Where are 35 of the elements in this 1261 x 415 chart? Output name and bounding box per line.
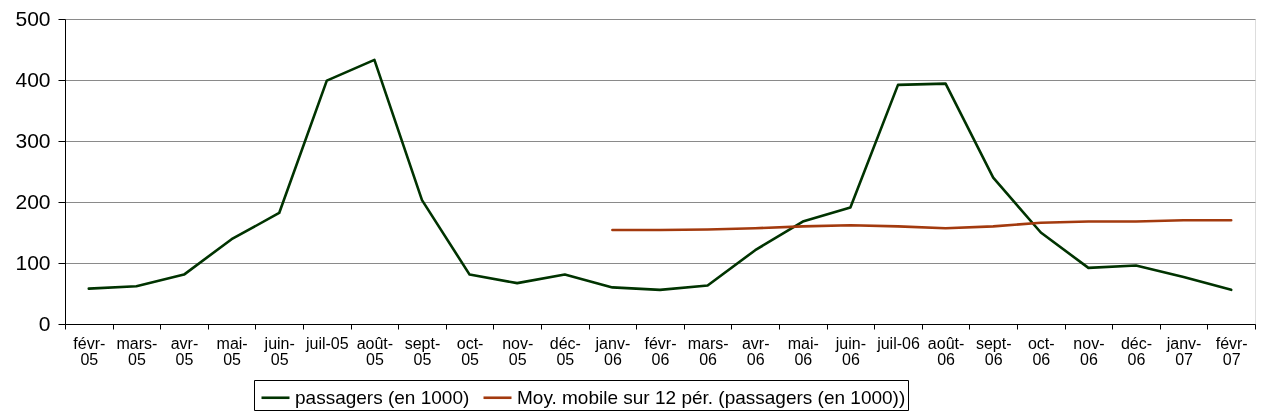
x-tick-label: févr-05 [73,334,106,368]
x-tick-label: juin-06 [834,334,867,368]
x-tick-label: févr-07 [1215,334,1248,368]
y-tick-label: 200 [15,189,51,213]
x-tick-label: mars-05 [116,334,158,368]
y-tick-label: 0 [38,311,51,335]
x-tick-label: mai-06 [787,334,819,368]
x-tick-label: avr-06 [741,334,770,368]
x-tick-label: nov-05 [502,334,534,368]
line-series [87,58,1233,292]
x-tick-label: août-06 [927,334,965,368]
x-tick-label: août-05 [356,334,394,368]
y-tick-label: 400 [15,67,51,91]
x-tick-label: nov-06 [1073,334,1105,368]
x-tick-label: sept-06 [975,334,1012,368]
legend-label: Moy. mobile sur 12 pér. (passagers (en 1000)) [517,386,906,408]
x-tick-label: févr-06 [644,334,677,368]
x-tick-label: mars-06 [687,334,729,368]
legend-label: passagers (en 1000) [295,386,470,408]
x-tick-label: avr-05 [170,334,199,368]
x-tick-label: juin-05 [263,334,295,368]
y-tick-label: 100 [15,250,51,274]
x-tick-label: oct-06 [1027,334,1055,368]
x-tick-label: janv-07 [1165,334,1202,368]
x-tick-label: janv-06 [594,334,631,368]
x-tick-label: déc-05 [549,334,581,368]
x-tick-label: sept-05 [404,334,441,368]
y-tick-label: 500 [15,6,51,30]
x-tick-label: juil-05 [304,334,349,352]
y-tick-label: 300 [15,128,51,152]
x-tick-label: mai-05 [216,334,248,368]
line-series [611,219,1233,232]
x-tick-label: juil-06 [876,334,920,352]
x-tick-label: oct-05 [456,334,484,368]
x-tick-label: déc-06 [1120,334,1153,368]
